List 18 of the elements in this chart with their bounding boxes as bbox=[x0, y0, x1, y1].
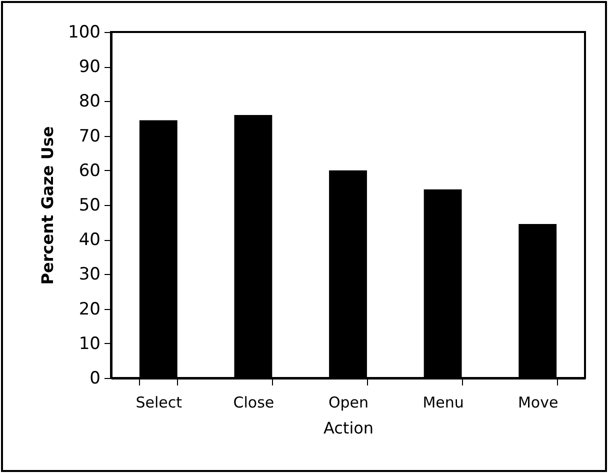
y-tick-label: 50 bbox=[78, 196, 100, 216]
y-tick-label: 20 bbox=[78, 299, 100, 320]
x-tick-label: Move bbox=[518, 394, 558, 412]
y-tick-label: 90 bbox=[78, 57, 100, 78]
x-tick-label: Select bbox=[136, 394, 182, 412]
y-axis-title: Percent Gaze Use bbox=[38, 126, 58, 285]
y-tick-label: 80 bbox=[78, 92, 100, 112]
y-tick-label: 30 bbox=[78, 264, 100, 285]
x-tick-label: Open bbox=[328, 394, 369, 412]
x-tick-label: Close bbox=[233, 394, 274, 412]
y-tick-label: 40 bbox=[78, 230, 100, 250]
y-tick-label: 70 bbox=[78, 126, 100, 146]
x-axis-title: Action bbox=[323, 418, 374, 438]
y-tick-label: 0 bbox=[90, 368, 100, 388]
y-tick-label: 60 bbox=[78, 160, 100, 181]
y-tick-label: 10 bbox=[78, 334, 100, 354]
y-tick-label: 100 bbox=[68, 22, 100, 42]
x-tick-label: Menu bbox=[422, 394, 464, 412]
